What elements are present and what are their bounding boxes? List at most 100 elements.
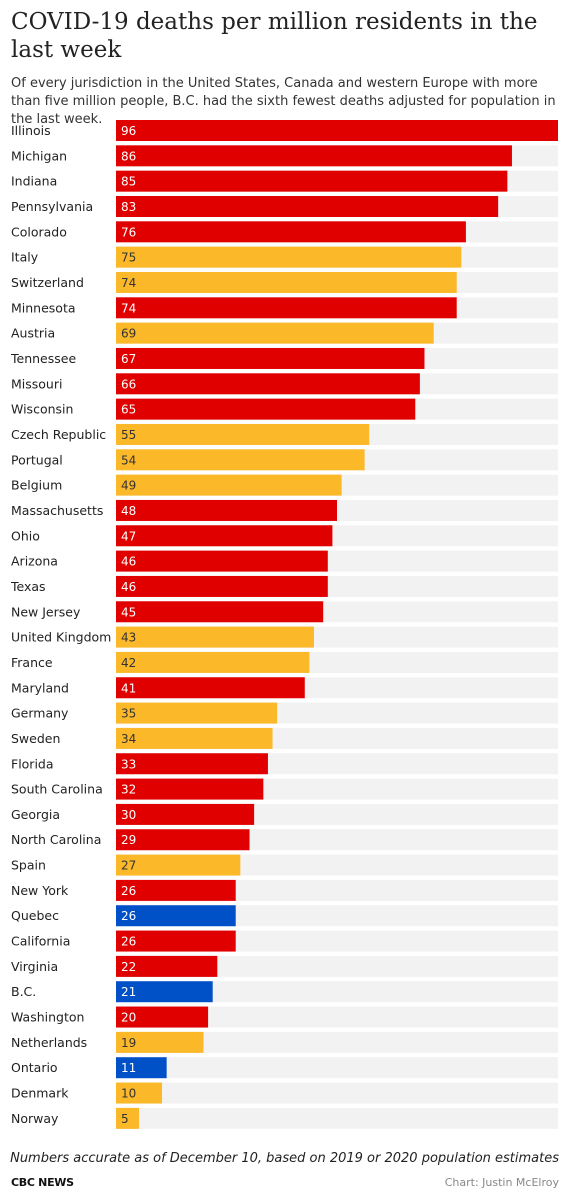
value-label: 41 bbox=[121, 681, 136, 695]
value-label: 96 bbox=[121, 124, 136, 138]
category-label: Quebec bbox=[11, 908, 59, 923]
bar bbox=[116, 474, 342, 496]
value-label: 54 bbox=[121, 453, 136, 467]
value-label: 21 bbox=[121, 985, 136, 999]
bar bbox=[116, 1082, 163, 1104]
category-label: Colorado bbox=[11, 224, 67, 239]
value-label: 19 bbox=[121, 1036, 136, 1050]
value-label: 85 bbox=[121, 175, 136, 189]
bar bbox=[116, 525, 333, 547]
value-label: 10 bbox=[121, 1087, 136, 1101]
bar bbox=[116, 803, 255, 825]
bar bbox=[116, 322, 434, 344]
bar bbox=[116, 575, 328, 597]
bar bbox=[116, 398, 416, 420]
category-label: North Carolina bbox=[11, 832, 101, 847]
category-label: Ontario bbox=[11, 1060, 58, 1075]
value-label: 74 bbox=[121, 276, 136, 290]
value-label: 29 bbox=[121, 833, 136, 847]
footnote: Numbers accurate as of December 10, base… bbox=[10, 1151, 559, 1166]
bar bbox=[116, 677, 305, 699]
bar bbox=[116, 221, 466, 243]
category-label: Switzerland bbox=[11, 275, 84, 290]
bar bbox=[116, 1057, 167, 1079]
bar bbox=[116, 145, 512, 167]
value-label: 26 bbox=[121, 935, 136, 949]
bar bbox=[116, 120, 558, 141]
bar-track bbox=[116, 1031, 558, 1053]
bar bbox=[116, 1006, 209, 1028]
chart-credit: Chart: Justin McElroy bbox=[444, 1176, 559, 1189]
value-label: 83 bbox=[121, 200, 136, 214]
bar bbox=[116, 626, 314, 648]
category-label: Portugal bbox=[11, 452, 63, 467]
bar bbox=[116, 601, 324, 623]
category-label: Denmark bbox=[11, 1086, 69, 1101]
category-label: Wisconsin bbox=[11, 402, 73, 417]
bar bbox=[116, 550, 328, 572]
value-label: 66 bbox=[121, 377, 136, 391]
category-label: New Jersey bbox=[11, 604, 81, 619]
bar bbox=[116, 170, 508, 192]
bar bbox=[116, 499, 337, 521]
bar-chart: Illinois 96 Michigan 86 Indiana 85 Pennsylvani… bbox=[10, 120, 558, 1129]
category-label: South Carolina bbox=[11, 782, 103, 797]
value-label: 55 bbox=[121, 428, 136, 442]
category-label: Ohio bbox=[11, 528, 40, 543]
value-label: 49 bbox=[121, 479, 136, 493]
category-label: Massachusetts bbox=[11, 503, 103, 518]
category-label: Georgia bbox=[11, 807, 60, 822]
category-label: Italy bbox=[11, 250, 39, 265]
value-label: 34 bbox=[121, 732, 136, 746]
category-label: New York bbox=[11, 883, 69, 898]
category-label: Tennessee bbox=[10, 351, 76, 366]
value-label: 20 bbox=[121, 1011, 136, 1025]
bar bbox=[116, 651, 310, 673]
category-label: Minnesota bbox=[11, 300, 76, 315]
bar bbox=[116, 1107, 140, 1129]
category-label: Indiana bbox=[11, 174, 57, 189]
value-label: 27 bbox=[121, 859, 136, 873]
category-label: Arizona bbox=[11, 554, 58, 569]
value-label: 32 bbox=[121, 783, 136, 797]
bar bbox=[116, 702, 278, 724]
value-label: 26 bbox=[121, 909, 136, 923]
value-label: 47 bbox=[121, 529, 136, 543]
value-label: 76 bbox=[121, 225, 136, 239]
value-label: 30 bbox=[121, 808, 136, 822]
category-label: Virginia bbox=[11, 959, 58, 974]
category-label: France bbox=[11, 655, 53, 670]
bar bbox=[116, 297, 457, 319]
category-label: Maryland bbox=[11, 680, 69, 695]
value-label: 45 bbox=[121, 605, 136, 619]
category-label: United Kingdom bbox=[11, 630, 111, 645]
category-label: B.C. bbox=[11, 984, 36, 999]
value-label: 74 bbox=[121, 301, 136, 315]
value-label: 35 bbox=[121, 707, 136, 721]
bar-track bbox=[116, 1057, 558, 1079]
bar bbox=[116, 1031, 204, 1053]
bar bbox=[116, 195, 499, 217]
bar bbox=[116, 981, 213, 1003]
category-label: Florida bbox=[11, 756, 54, 771]
category-label: California bbox=[11, 934, 70, 949]
bar bbox=[116, 727, 273, 749]
value-label: 22 bbox=[121, 960, 136, 974]
category-label: Washington bbox=[11, 1010, 84, 1025]
value-label: 67 bbox=[121, 352, 136, 366]
value-label: 75 bbox=[121, 251, 136, 265]
brand-logo: CBC NEWS bbox=[11, 1176, 74, 1189]
bar bbox=[116, 246, 462, 268]
bar bbox=[116, 373, 420, 395]
bar-track bbox=[116, 955, 558, 977]
chart-subtitle: Of every jurisdiction in the United Stat… bbox=[11, 76, 556, 127]
category-label: Czech Republic bbox=[11, 427, 106, 442]
category-label: Austria bbox=[11, 326, 55, 341]
value-label: 46 bbox=[121, 555, 136, 569]
category-label: Netherlands bbox=[11, 1035, 87, 1050]
value-label: 48 bbox=[121, 504, 136, 518]
bar-track bbox=[116, 981, 558, 1003]
bar bbox=[116, 449, 365, 471]
bar-track bbox=[116, 1082, 558, 1104]
value-label: 33 bbox=[121, 757, 136, 771]
